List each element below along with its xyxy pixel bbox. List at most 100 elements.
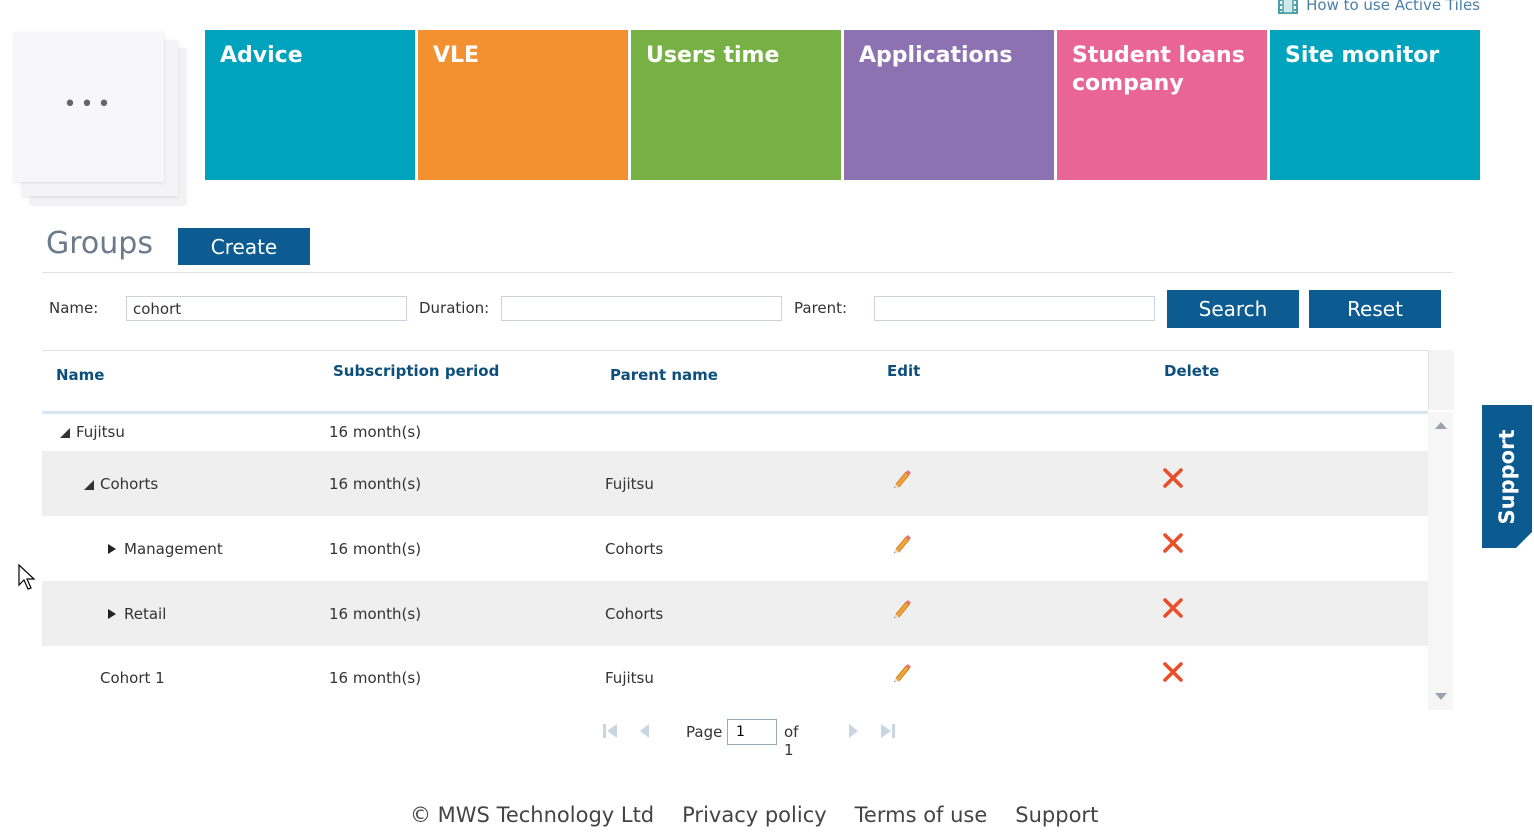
tile-label: Users time [646, 43, 780, 68]
scroll-up-icon[interactable] [1435, 422, 1447, 429]
copyright-text: © MWS Technology Ltd [410, 803, 655, 827]
tile-vle[interactable]: VLE [418, 30, 628, 180]
delete-x-icon [1163, 532, 1183, 553]
subscription-period-cell: 16 month(s) [329, 474, 422, 493]
page-label: Page [686, 723, 723, 741]
more-tiles-stack: ••• [14, 32, 186, 204]
expand-arrow-icon[interactable] [108, 543, 116, 554]
column-header-delete: Delete [1164, 362, 1220, 380]
pencil-icon [894, 664, 911, 682]
next-page-icon[interactable] [848, 722, 860, 740]
group-name: Management [124, 539, 223, 558]
ellipsis-icon: ••• [63, 92, 115, 117]
name-cell: Retail [108, 605, 166, 623]
group-name: Cohort 1 [100, 669, 165, 687]
tile-label: Applications [859, 43, 1013, 68]
tile-site-monitor[interactable]: Site monitor [1270, 30, 1480, 180]
grid-header-scroll-spacer [1428, 350, 1454, 410]
edit-button[interactable] [891, 597, 913, 623]
parent-name-cell: Fujitsu [605, 474, 654, 493]
parent-name-cell: Fujitsu [605, 669, 654, 687]
support-tab-label: Support [1495, 429, 1519, 524]
pencil-icon [894, 599, 911, 618]
duration-filter-input[interactable] [501, 296, 782, 321]
page-number-input[interactable] [727, 719, 777, 745]
name-filter-label: Name: [49, 299, 99, 317]
tile-label: Site monitor [1285, 43, 1440, 68]
tile-label: Student loans company [1072, 43, 1245, 96]
table-row[interactable]: Cohorts 16 month(s) Fujitsu [42, 451, 1428, 516]
table-row[interactable]: Fujitsu 16 month(s) [42, 412, 1428, 451]
more-tiles-button[interactable]: ••• [14, 32, 164, 182]
column-header-subscription-period[interactable]: Subscription period [333, 362, 500, 380]
parent-filter-input[interactable] [874, 296, 1155, 321]
create-button[interactable]: Create [178, 228, 310, 265]
subscription-period-cell: 16 month(s) [329, 422, 422, 441]
parent-name-cell: Cohorts [605, 539, 664, 558]
scroll-down-icon[interactable] [1435, 693, 1447, 700]
grid-header: Name Subscription period Parent name Edi… [42, 350, 1428, 414]
collapse-arrow-icon[interactable] [84, 479, 94, 490]
mouse-cursor-icon [18, 564, 36, 590]
name-filter-input[interactable] [126, 296, 407, 321]
tile-applications[interactable]: Applications [844, 30, 1054, 180]
reset-button[interactable]: Reset [1309, 290, 1441, 328]
tile-advice[interactable]: Advice [205, 30, 415, 180]
header-divider [42, 272, 1453, 273]
page-count-label: of 1 [784, 723, 799, 759]
subscription-period-cell: 16 month(s) [329, 539, 422, 558]
group-name: Fujitsu [76, 422, 125, 441]
group-name: Cohorts [100, 474, 159, 493]
delete-button[interactable] [1162, 661, 1184, 687]
tile-users-time[interactable]: Users time [631, 30, 841, 180]
column-header-parent-name[interactable]: Parent name [610, 366, 718, 384]
delete-x-icon [1163, 662, 1183, 682]
footer: © MWS Technology Ltd Privacy policy Term… [410, 803, 1098, 827]
delete-button[interactable] [1162, 597, 1184, 623]
support-side-tab[interactable]: Support [1482, 405, 1532, 548]
subscription-period-cell: 16 month(s) [329, 669, 422, 687]
edit-button[interactable] [891, 661, 913, 687]
name-cell: Fujitsu [60, 423, 125, 441]
footer-support-link[interactable]: Support [1015, 803, 1099, 827]
search-button[interactable]: Search [1167, 290, 1299, 328]
group-name: Retail [124, 604, 167, 623]
name-cell: Management [108, 540, 223, 558]
pencil-icon [894, 469, 911, 488]
film-icon [1278, 0, 1299, 14]
table-row[interactable]: Retail 16 month(s) Cohorts [42, 581, 1428, 646]
tile-label: VLE [433, 43, 480, 68]
column-header-edit: Edit [887, 362, 921, 380]
edit-button[interactable] [891, 532, 913, 558]
name-cell: Cohort 1 [100, 669, 165, 687]
delete-x-icon [1163, 467, 1183, 488]
parent-name-cell: Cohorts [605, 604, 664, 623]
table-row[interactable]: Cohort 1 16 month(s) Fujitsu [42, 646, 1428, 710]
how-to-use-link[interactable]: How to use Active Tiles [1278, 0, 1480, 14]
delete-button[interactable] [1162, 532, 1184, 558]
edit-button[interactable] [891, 467, 913, 493]
delete-x-icon [1163, 597, 1183, 618]
parent-filter-label: Parent: [794, 299, 848, 317]
previous-page-icon[interactable] [638, 722, 650, 740]
grid-scrollbar[interactable] [1428, 412, 1453, 710]
collapse-arrow-icon[interactable] [60, 427, 70, 438]
expand-arrow-icon[interactable] [108, 608, 116, 619]
page-title: Groups [46, 226, 153, 261]
table-row[interactable]: Management 16 month(s) Cohorts [42, 516, 1428, 581]
tile-label: Advice [220, 43, 303, 68]
groups-grid: Name Subscription period Parent name Edi… [42, 350, 1454, 710]
pencil-icon [894, 534, 911, 553]
duration-filter-label: Duration: [419, 299, 490, 317]
delete-button[interactable] [1162, 467, 1184, 493]
first-page-icon[interactable] [602, 722, 618, 740]
column-header-name[interactable]: Name [56, 366, 105, 384]
tile-student-loans-company[interactable]: Student loans company [1057, 30, 1267, 180]
terms-of-use-link[interactable]: Terms of use [854, 803, 988, 827]
page-fold-corner [1516, 532, 1532, 548]
privacy-policy-link[interactable]: Privacy policy [682, 803, 827, 827]
name-cell: Cohorts [84, 475, 158, 493]
last-page-icon[interactable] [880, 722, 896, 740]
active-tiles: Advice VLE Users time Applications Student l… [205, 30, 1480, 180]
subscription-period-cell: 16 month(s) [329, 604, 422, 623]
